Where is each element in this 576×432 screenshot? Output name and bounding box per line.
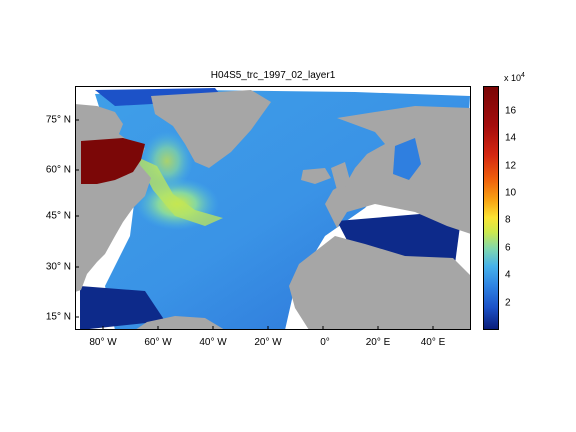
y-tick-label: 45° N	[45, 210, 71, 222]
map-panel	[75, 86, 471, 330]
x-tick-label: 40° W	[199, 337, 227, 348]
colorbar-tick-label: 8	[505, 214, 511, 226]
colorbar-tick-label: 16	[505, 105, 517, 117]
caribbean-low	[80, 286, 165, 330]
baltic-sea	[393, 138, 421, 180]
colorbar-tick-label: 10	[505, 187, 517, 199]
greenland	[151, 90, 271, 168]
colorbar-tick-label: 6	[505, 242, 511, 254]
x-tick-label: 60° W	[144, 337, 172, 348]
africa-arabia	[289, 236, 471, 330]
mediterranean-low	[337, 214, 460, 264]
labrador-peak	[81, 138, 145, 184]
map-title: H04S5_trc_1997_02_layer1	[210, 70, 336, 81]
colorbar-tick-label: 14	[505, 132, 517, 144]
british-isles	[331, 162, 351, 190]
colorbar-exponent: 4	[521, 72, 525, 79]
colorbar-multiplier: x 104	[504, 72, 525, 83]
x-tick-label: 80° W	[89, 337, 117, 348]
colorbar-tick-label: 12	[505, 160, 517, 171]
x-tick-label: 40° E	[420, 337, 446, 348]
x-tick-label: 20° E	[365, 337, 391, 348]
colorbar-tick-label: 4	[505, 269, 511, 281]
y-tick-label: 30° N	[45, 261, 71, 273]
y-tick-label: 60° N	[45, 164, 71, 176]
colorbar	[483, 86, 499, 330]
y-tick-label: 15° N	[45, 311, 71, 323]
plume-ridge	[135, 156, 223, 226]
iceland	[301, 168, 331, 184]
x-tick-label: 0°	[320, 337, 330, 348]
map-frame	[75, 86, 471, 330]
y-tick-label: 75° N	[45, 114, 71, 126]
colorbar-tick-label: 2	[505, 297, 511, 309]
colorbar-multiplier-base: x 10	[504, 73, 522, 83]
x-tick-label: 20° W	[254, 337, 282, 348]
